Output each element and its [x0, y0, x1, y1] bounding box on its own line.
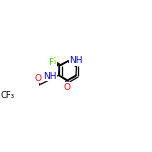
Text: O: O: [34, 74, 41, 83]
Text: S: S: [50, 57, 56, 66]
Text: F: F: [48, 58, 54, 67]
Text: NH: NH: [70, 56, 83, 65]
Text: NH: NH: [43, 72, 56, 81]
Text: O: O: [63, 83, 70, 92]
Text: CF₃: CF₃: [1, 91, 15, 100]
